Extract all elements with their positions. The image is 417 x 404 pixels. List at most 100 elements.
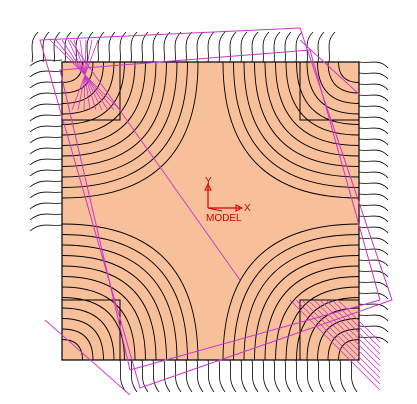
scallop-left xyxy=(29,103,63,111)
toolpath-arc-tr xyxy=(285,61,360,136)
coordinate-system-icon[interactable]: Y X MODEL xyxy=(204,176,251,224)
toolpath-arc-tr xyxy=(327,61,360,94)
boundary-diagonal xyxy=(69,39,241,281)
scallop-bottom xyxy=(317,359,325,393)
scallop-left xyxy=(29,224,63,232)
toolpath-arc-tl xyxy=(61,61,136,136)
scallop-left xyxy=(29,114,63,122)
scallop-top xyxy=(42,31,50,63)
scallop-top xyxy=(218,31,226,63)
scallop-right xyxy=(358,149,389,157)
boundary-hatch-br xyxy=(331,299,381,349)
toolpath-arc-tr xyxy=(338,61,360,83)
toolpath-arc-tl xyxy=(61,61,167,167)
scallop-bottom xyxy=(328,359,336,393)
scallop-top xyxy=(251,31,259,63)
scallop-right xyxy=(358,171,389,179)
scallop-bottom xyxy=(141,359,149,393)
scallop-right xyxy=(358,204,389,212)
scallop-top xyxy=(317,31,325,63)
scallop-bottom xyxy=(163,359,171,393)
boundary-hatch-br xyxy=(307,299,381,373)
scallop-bottom xyxy=(174,359,182,393)
toolpath-arc-br xyxy=(243,244,360,361)
csys-y-label: Y xyxy=(205,176,212,187)
scallop-right xyxy=(358,105,389,113)
boundary-hatch-br xyxy=(289,299,381,391)
toolpath-arc-bl xyxy=(61,234,188,361)
scallop-bottom xyxy=(251,359,259,393)
scallop-left xyxy=(29,125,63,133)
scallop-left xyxy=(29,158,63,166)
toolpath-arc-tr xyxy=(222,61,360,199)
boundary-hatch-br xyxy=(295,299,381,385)
toolpath-arc-br xyxy=(254,255,360,361)
toolpath-arc-br xyxy=(285,286,360,361)
toolpath-arc-bl xyxy=(61,297,125,361)
toolpath-arc-bl xyxy=(61,318,104,361)
toolpath-arc-tr xyxy=(243,61,360,178)
toolpath-arc-br xyxy=(222,223,360,361)
scallop-top xyxy=(163,31,171,63)
toolpath-arc-bl xyxy=(61,307,115,361)
scallop-right xyxy=(358,127,389,135)
scallop-right xyxy=(358,336,389,344)
scallop-bottom xyxy=(240,359,248,393)
toolpath-arc-br xyxy=(327,328,360,361)
toolpath-arc-tl xyxy=(61,61,178,178)
scallop-right xyxy=(358,160,389,168)
scallop-bottom xyxy=(273,359,281,393)
scallop-bottom xyxy=(185,359,193,393)
scallop-right xyxy=(358,259,389,267)
scallop-right xyxy=(358,138,389,146)
machining-boundaries xyxy=(39,27,393,396)
toolpath-arc-br xyxy=(296,297,360,361)
csys-model-label: MODEL xyxy=(206,213,242,224)
scallop-right xyxy=(358,325,389,333)
scallop-right xyxy=(358,226,389,234)
toolpath-arc-bl xyxy=(61,286,136,361)
scallop-top xyxy=(174,31,182,63)
scallop-left xyxy=(29,136,63,144)
scallop-right xyxy=(358,248,389,256)
scallop-top xyxy=(97,31,105,63)
scallop-bottom xyxy=(196,359,204,393)
boundary-hatch-tl xyxy=(71,39,99,111)
boundary-hatch-br xyxy=(325,299,381,355)
scallop-left xyxy=(29,180,63,188)
toolpath-arc-br xyxy=(275,276,360,361)
toolpath-arc-tl xyxy=(61,61,94,94)
scallop-top xyxy=(130,31,138,63)
toolpath-scallops xyxy=(29,31,389,393)
toolpath-arc-bl xyxy=(61,276,146,361)
scallop-bottom xyxy=(130,359,138,393)
toolpath-arc-bl xyxy=(61,255,167,361)
scallop-bottom xyxy=(229,359,237,393)
toolpath-arc-tl xyxy=(61,61,188,188)
part-plate[interactable] xyxy=(61,61,360,361)
toolpath-curves xyxy=(61,61,360,361)
scallop-bottom xyxy=(218,359,226,393)
boundary-diagonal xyxy=(299,39,361,96)
scallop-top xyxy=(328,31,336,63)
scallop-left xyxy=(29,59,63,67)
boundary-hatch-br xyxy=(337,299,381,343)
boundary-hatch-br xyxy=(313,299,381,367)
scallop-right xyxy=(358,94,389,102)
scallop-left xyxy=(29,147,63,155)
boundary-hatch-br xyxy=(301,299,381,379)
toolpath-arc-br xyxy=(317,318,360,361)
scallop-right xyxy=(358,314,389,322)
toolpath-arc-br xyxy=(338,339,360,361)
scallop-right xyxy=(358,182,389,190)
toolpath-arc-tr xyxy=(264,61,360,157)
scallop-left xyxy=(29,213,63,221)
scallop-right xyxy=(358,215,389,223)
toolpath-arc-tr xyxy=(296,61,360,125)
scallop-bottom xyxy=(207,359,215,393)
scallop-top xyxy=(196,31,204,63)
scallop-bottom xyxy=(339,359,347,393)
scallop-top xyxy=(207,31,215,63)
